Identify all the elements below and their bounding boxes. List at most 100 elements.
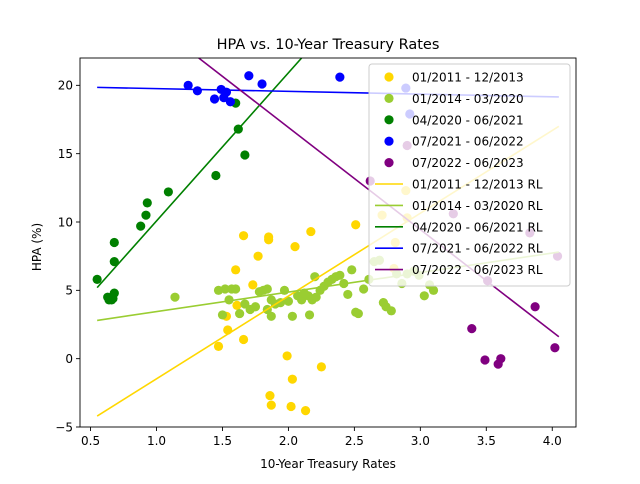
data-point-series-4	[221, 87, 232, 97]
data-point-series-2	[311, 292, 321, 302]
legend-marker	[384, 72, 394, 82]
data-point-series-5	[530, 302, 540, 312]
data-point-series-1	[231, 265, 241, 275]
y-tick-label: 15	[58, 147, 73, 161]
data-point-series-2	[353, 308, 363, 319]
data-point-series-3	[109, 288, 119, 298]
x-tick-label: 3.0	[411, 434, 430, 448]
data-point-series-2	[359, 284, 369, 294]
data-point-series-2	[170, 292, 180, 302]
x-tick-label: 2.0	[279, 434, 298, 448]
data-point-series-4	[257, 79, 267, 89]
regression-line-3	[96, 58, 303, 289]
data-point-series-2	[266, 311, 276, 321]
legend-label: 07/2021 - 06/2022 RL	[412, 242, 543, 256]
x-tick-label: 4.0	[543, 434, 562, 448]
x-axis-label: 10-Year Treasury Rates	[260, 457, 396, 471]
data-point-series-2	[224, 295, 234, 305]
legend-label: 04/2020 - 06/2021	[412, 113, 524, 127]
data-point-series-2	[304, 310, 315, 320]
data-point-series-2	[287, 311, 297, 321]
data-point-series-1	[300, 406, 311, 416]
chart-title: HPA vs. 10-Year Treasury Rates	[217, 37, 440, 53]
legend-label: 01/2011 - 12/2013 RL	[412, 178, 543, 192]
data-point-series-4	[335, 72, 345, 82]
data-point-series-3	[141, 210, 151, 220]
legend-label: 01/2014 - 03/2020 RL	[412, 199, 543, 213]
data-point-series-1	[265, 390, 275, 401]
data-point-series-4	[225, 97, 235, 107]
data-point-series-2	[335, 270, 345, 280]
data-point-series-2	[428, 285, 439, 295]
data-point-series-4	[192, 86, 202, 96]
data-point-series-2	[217, 310, 228, 320]
data-point-series-2	[250, 302, 261, 312]
legend-marker	[384, 93, 394, 103]
legend-label: 04/2020 - 06/2021 RL	[412, 220, 543, 234]
data-point-series-3	[136, 221, 146, 231]
y-tick-label: 0	[65, 352, 73, 366]
data-point-series-2	[283, 296, 294, 306]
legend-marker	[384, 136, 394, 146]
data-point-series-5	[496, 354, 506, 364]
y-tick-label: 5	[65, 284, 73, 298]
data-point-series-2	[220, 284, 230, 294]
x-tick-label: 1.5	[213, 434, 232, 448]
y-tick-label: 20	[58, 79, 73, 93]
data-point-series-1	[316, 362, 326, 372]
data-point-series-2	[343, 289, 353, 300]
data-point-series-3	[142, 198, 152, 208]
data-point-series-2	[235, 308, 245, 319]
data-point-series-3	[109, 257, 119, 267]
data-point-series-3	[163, 187, 173, 197]
legend-box	[368, 63, 571, 287]
legend-label: 07/2022 - 06/2023 RL	[412, 263, 543, 277]
data-point-series-3	[109, 237, 119, 248]
data-point-series-1	[264, 232, 274, 242]
legend-label: 07/2021 - 06/2022	[412, 135, 524, 149]
axes: 0.5 1.0 1.5 2.0 2.5 3.0 3.5 4.0 −5 0 5 10 15 20	[55, 57, 577, 448]
data-point-series-4	[183, 80, 193, 90]
data-point-series-1	[238, 231, 249, 241]
data-point-series-5	[480, 355, 490, 365]
x-tick-label: 2.5	[345, 434, 364, 448]
data-point-series-1	[232, 300, 242, 310]
y-axis-label: HPA (%)	[30, 223, 44, 271]
data-point-series-5	[467, 324, 477, 334]
x-tick-label: 3.5	[477, 434, 496, 448]
data-point-series-1	[266, 400, 276, 410]
data-point-series-2	[347, 265, 357, 275]
legend-label: 01/2011 - 12/2013	[412, 71, 524, 85]
data-point-series-2	[419, 291, 429, 301]
data-point-series-1	[351, 220, 361, 230]
data-point-series-1	[306, 226, 316, 237]
data-point-series-1	[248, 280, 258, 290]
legend-label: 01/2014 - 03/2020	[412, 92, 524, 106]
data-point-series-1	[287, 374, 297, 384]
data-point-series-2	[231, 284, 241, 294]
y-tick-label: 10	[58, 215, 73, 229]
axes-frame	[79, 57, 577, 428]
legend-marker	[384, 115, 394, 125]
data-point-series-1	[238, 334, 249, 345]
y-tick-label: −5	[55, 420, 73, 434]
data-point-series-2	[386, 306, 396, 316]
x-tick-label: 0.5	[81, 434, 100, 448]
data-point-series-1	[282, 351, 292, 361]
data-point-series-2	[262, 284, 272, 294]
data-point-series-1	[253, 251, 263, 261]
legend-marker	[384, 158, 394, 168]
data-point-series-3	[211, 170, 221, 181]
data-point-series-4	[244, 71, 254, 81]
legend: 01/2011 - 12/2013 01/2014 - 03/2020 04/202…	[368, 63, 571, 287]
data-point-series-5	[550, 343, 560, 353]
data-point-series-1	[213, 341, 224, 351]
data-point-series-1	[286, 401, 296, 412]
data-point-series-3	[240, 150, 250, 160]
data-point-series-1	[290, 242, 300, 252]
data-point-series-3	[92, 274, 102, 284]
legend-label: 07/2022 - 06/2023	[412, 156, 524, 170]
x-tick-label: 1.0	[147, 434, 166, 448]
